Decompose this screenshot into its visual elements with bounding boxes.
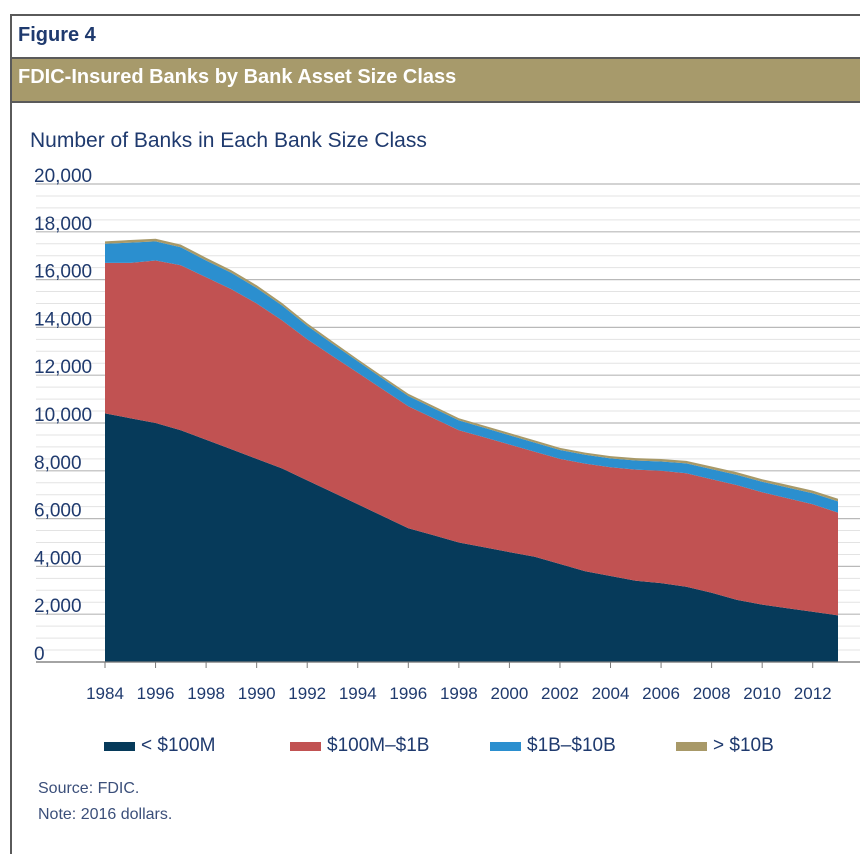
x-tick-label: 1996 xyxy=(389,684,427,703)
legend-item-gt10b: > $10B xyxy=(676,734,774,758)
legend-label-lt100m: < $100M xyxy=(141,735,215,757)
legend-label-1b-10b: $1B–$10B xyxy=(527,735,616,757)
x-tick-label: 1984 xyxy=(86,684,124,703)
x-tick-label: 2012 xyxy=(794,684,832,703)
y-tick-label: 14,000 xyxy=(34,309,92,330)
x-tick-label: 1992 xyxy=(288,684,326,703)
x-tick-label: 1996 xyxy=(137,684,175,703)
legend-swatch-1b-10b xyxy=(490,742,521,751)
x-tick-label: 1998 xyxy=(187,684,225,703)
x-tick-label: 2010 xyxy=(743,684,781,703)
legend-swatch-gt10b xyxy=(676,742,707,751)
y-tick-label: 12,000 xyxy=(34,357,92,378)
y-tick-label: 18,000 xyxy=(34,214,92,235)
legend-swatch-lt100m xyxy=(104,742,135,751)
dollars-note: Note: 2016 dollars. xyxy=(38,806,172,824)
x-tick-label: 2000 xyxy=(490,684,528,703)
legend-item-1b-10b: $1B–$10B xyxy=(490,734,616,758)
legend-swatch-100m-1b xyxy=(290,742,321,751)
legend-item-lt100m: < $100M xyxy=(104,734,215,758)
y-tick-label: 2,000 xyxy=(34,596,82,617)
x-tick-label: 2008 xyxy=(693,684,731,703)
legend-label-gt10b: > $10B xyxy=(713,735,774,757)
x-tick-label: 2006 xyxy=(642,684,680,703)
x-tick-label: 2004 xyxy=(592,684,630,703)
x-tick-label: 1998 xyxy=(440,684,478,703)
x-tick-label: 1994 xyxy=(339,684,377,703)
legend-item-100m-1b: $100M–$1B xyxy=(290,734,429,758)
source-note: Source: FDIC. xyxy=(38,780,139,798)
x-tick-label: 1990 xyxy=(238,684,276,703)
y-tick-label: 10,000 xyxy=(34,405,92,426)
y-tick-label: 8,000 xyxy=(34,453,82,474)
y-tick-label: 0 xyxy=(34,644,45,665)
x-tick-label: 2002 xyxy=(541,684,579,703)
y-tick-label: 16,000 xyxy=(34,262,92,283)
y-tick-label: 20,000 xyxy=(34,166,92,187)
legend-label-100m-1b: $100M–$1B xyxy=(327,735,429,757)
y-tick-label: 6,000 xyxy=(34,501,82,522)
y-tick-label: 4,000 xyxy=(34,548,82,569)
